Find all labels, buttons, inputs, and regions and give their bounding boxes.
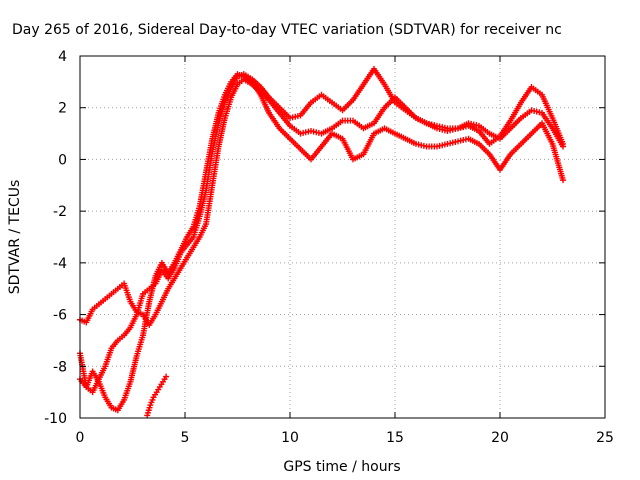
x-tick-label: 15 (386, 430, 404, 446)
y-tick-label: 4 (58, 49, 67, 65)
y-tick-label: -4 (53, 256, 67, 272)
y-tick-label: 0 (58, 152, 67, 168)
chart-title: Day 265 of 2016, Sidereal Day-to-day VTE… (12, 22, 562, 38)
y-tick-label: -10 (44, 411, 67, 427)
data-point (163, 373, 170, 380)
y-axis: -10 -8 -6 -4 -2 0 2 4 (44, 49, 605, 427)
series-trace-d (144, 373, 170, 419)
y-axis-label: SDTVAR / TECUs (7, 180, 23, 295)
data-points (77, 65, 566, 419)
y-tick-label: -6 (53, 308, 67, 324)
x-tick-label: 20 (491, 430, 509, 446)
plot-frame (79, 55, 606, 419)
series-trace-a (77, 65, 566, 396)
series-trace-b (77, 76, 566, 328)
data-point (560, 177, 566, 184)
y-tick-label: 2 (58, 101, 67, 117)
data-point (560, 140, 566, 147)
y-tick-label: -2 (53, 204, 67, 220)
x-tick-label: 0 (76, 430, 85, 446)
x-axis-label: GPS time / hours (283, 459, 400, 475)
x-axis: 0 5 10 15 20 25 (76, 56, 614, 446)
x-tick-label: 10 (281, 430, 299, 446)
x-tick-label: 25 (596, 430, 614, 446)
x-tick-label: 5 (181, 430, 190, 446)
y-tick-label: -8 (53, 359, 67, 375)
series-trace-c (77, 71, 566, 414)
